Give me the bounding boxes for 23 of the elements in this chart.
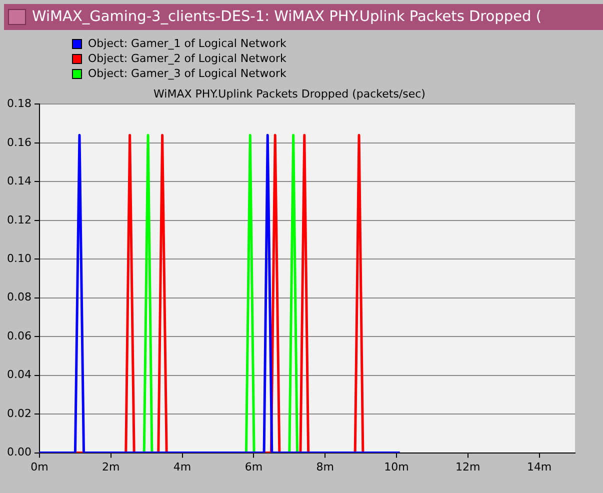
y-tick-label: 0.16 (6, 136, 32, 149)
y-tick-label: 0.14 (6, 174, 32, 188)
y-tick-label: 0.08 (6, 290, 32, 304)
y-tick-label: 0.12 (6, 213, 32, 226)
x-tick-label: 4m (173, 460, 192, 474)
x-tick-label: 6m (244, 460, 263, 474)
legend-label: Object: Gamer_3 of Logical Network (88, 67, 286, 80)
x-tick-label: 0m (30, 460, 48, 474)
legend-label: Object: Gamer_2 of Logical Network (88, 52, 286, 65)
y-tick-label: 0.10 (6, 252, 32, 265)
chart-title: WiMAX_Gaming-3_clients-DES-1: WiMAX PHY.Uplink Packets Dropped ( (4, 4, 603, 30)
x-tick-label: 8m (316, 460, 334, 474)
y-tick-label: 0.00 (6, 446, 32, 459)
x-tick-label: 14m (526, 460, 552, 474)
x-tick-label: 2m (102, 460, 120, 474)
x-tick-label: 10m (384, 460, 409, 474)
y-tick-label: 0.04 (6, 368, 32, 382)
chart-subtitle: WiMAX PHY.Uplink Packets Dropped (packets/sec) (154, 87, 426, 100)
x-tick-label: 12m (456, 460, 480, 474)
y-tick-label: 0.18 (6, 97, 32, 110)
y-tick-label: 0.06 (6, 329, 32, 342)
y-tick-label: 0.02 (6, 406, 32, 420)
legend-label: Object: Gamer_1 of Logical Network (88, 37, 286, 50)
